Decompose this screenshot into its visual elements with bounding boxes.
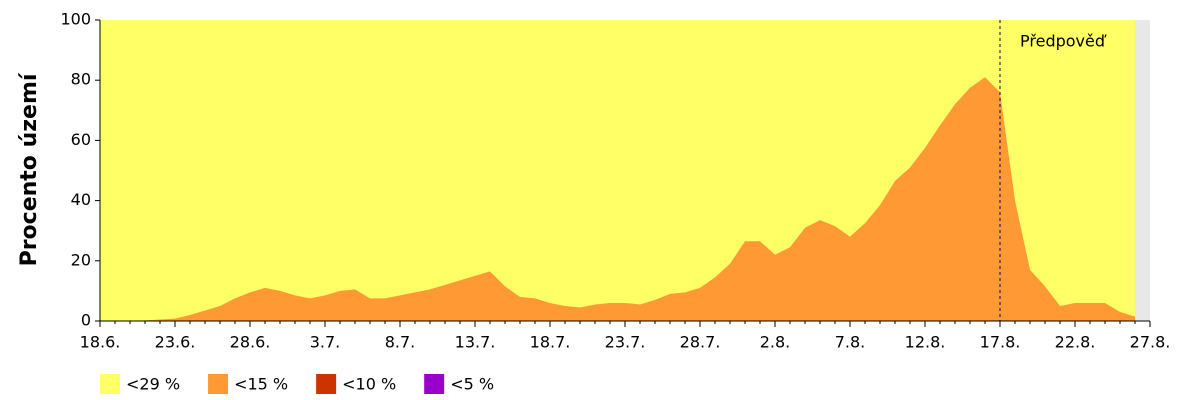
x-tick-label: 17.8.	[980, 333, 1021, 352]
legend-swatch	[208, 374, 229, 394]
x-tick-label: 2.8.	[760, 333, 791, 352]
legend-label: <15 %	[234, 375, 288, 394]
legend-swatch	[316, 374, 337, 394]
x-tick-label: 28.7.	[680, 333, 721, 352]
x-tick-label: 18.6.	[80, 333, 121, 352]
x-tick-label: 3.7.	[310, 333, 341, 352]
y-tick-label: 100	[60, 10, 91, 29]
legend-label: <10 %	[342, 375, 396, 394]
x-tick-label: 22.8.	[1055, 333, 1096, 352]
y-tick-label: 20	[71, 250, 91, 269]
annotation: Předpověď	[1020, 32, 1107, 51]
x-tick-label: 28.6.	[230, 333, 271, 352]
x-tick-label: 27.8.	[1130, 333, 1171, 352]
legend-label: <29 %	[126, 375, 180, 394]
y-axis-label: Procento území	[17, 72, 42, 266]
x-tick-label: 18.7.	[530, 333, 571, 352]
x-tick-label: 12.8.	[905, 333, 946, 352]
area	[100, 77, 1135, 321]
x-tick-label: 23.7.	[605, 333, 646, 352]
legend-swatch	[424, 374, 445, 394]
x-tick-label: 8.7.	[385, 333, 416, 352]
x-tick-label: 23.6.	[155, 333, 196, 352]
legend-swatch	[100, 374, 120, 394]
y-tick-label: 40	[71, 190, 91, 209]
y-tick-label: 0	[81, 311, 91, 330]
x-tick-label: 7.8.	[835, 333, 866, 352]
x-tick-label: 13.7.	[455, 333, 496, 352]
legend-label: <5 %	[450, 375, 494, 394]
y-tick-label: 60	[71, 130, 91, 149]
y-tick-label: 80	[71, 70, 91, 89]
